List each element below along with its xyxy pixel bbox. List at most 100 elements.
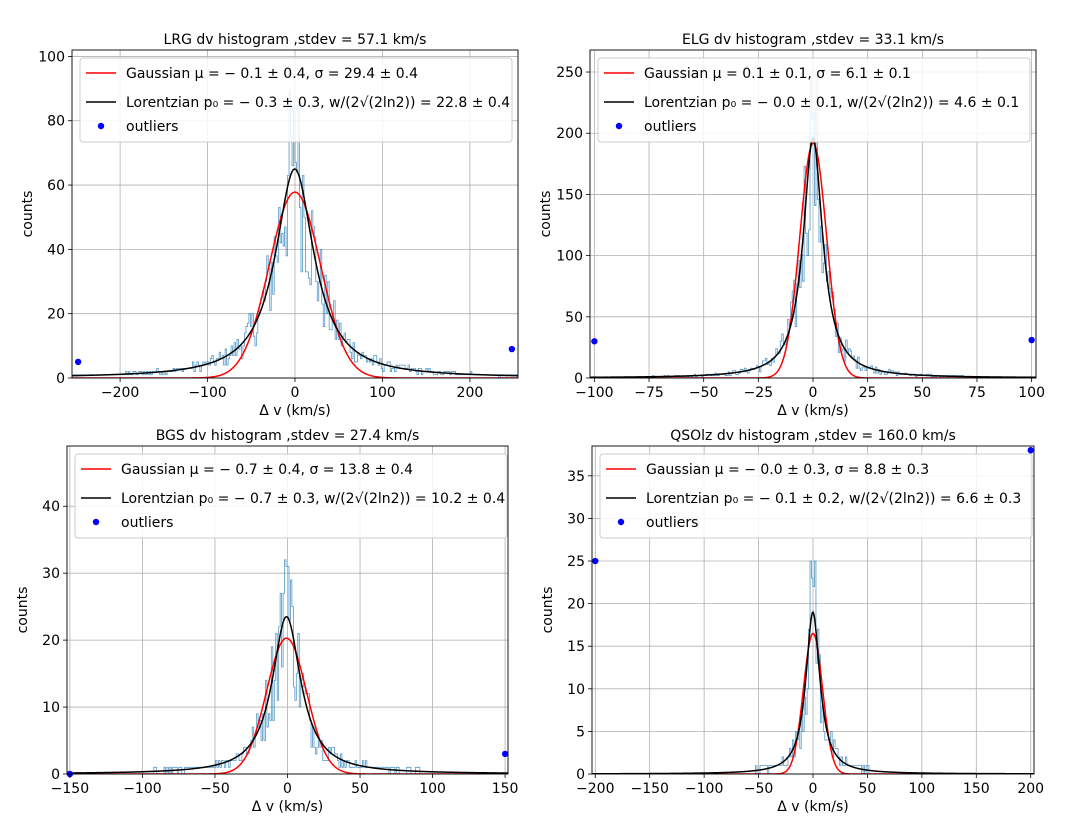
x-tick-label: 50 <box>913 385 931 401</box>
outlier-point <box>1027 447 1034 454</box>
y-axis-label: counts <box>538 191 554 238</box>
legend-entry: outliers <box>644 119 696 135</box>
x-tick-label: 200 <box>1017 781 1044 797</box>
legend-entry: Lorentzian p₀ = − 0.0 ± 0.1, w/(2√(2ln2)… <box>644 95 1019 111</box>
legend-entry: outliers <box>126 119 178 135</box>
legend-box <box>597 57 1031 143</box>
x-tick-label: 100 <box>908 781 935 797</box>
histogram <box>592 560 1034 774</box>
outlier-point <box>591 338 598 345</box>
lorentzian-fit-line <box>67 615 508 774</box>
y-tick-label: 0 <box>51 767 60 783</box>
y-tick-label: 200 <box>556 126 583 142</box>
x-axis-label: Δ v (km/s) <box>777 799 848 815</box>
gaussian-fit-line <box>592 632 1034 774</box>
y-tick-label: 30 <box>567 511 585 527</box>
x-tick-label: 0 <box>809 781 818 797</box>
legend-entry: Lorentzian p₀ = − 0.3 ± 0.3, w/(2√(2ln2)… <box>126 95 510 111</box>
legend-entry: Gaussian μ = − 0.7 ± 0.4, σ = 13.8 ± 0.4 <box>121 462 413 478</box>
x-tick-label: −200 <box>101 385 139 401</box>
y-axis-label: counts <box>540 587 556 634</box>
subplot-4: −200 −150 −100 −50 0 50 100 150 200 0 5 10 15 20 25 30 3… <box>540 428 1044 815</box>
legend: Gaussian μ = − 0.1 ± 0.4, σ = 29.4 ± 0.4… <box>79 57 513 143</box>
x-tick-label: −150 <box>51 781 89 797</box>
legend-entry: Gaussian μ = 0.1 ± 0.1, σ = 6.1 ± 0.1 <box>644 66 911 82</box>
x-tick-label: 75 <box>968 385 986 401</box>
gaussian-fit-line <box>67 637 508 774</box>
x-tick-label: 0 <box>809 385 818 401</box>
y-tick-label: 25 <box>567 554 585 570</box>
legend-entry: outliers <box>121 515 173 531</box>
legend-entry: Lorentzian p₀ = − 0.7 ± 0.3, w/(2√(2ln2)… <box>121 491 505 507</box>
x-tick-label: 0 <box>291 385 300 401</box>
x-tick-label: −50 <box>744 781 774 797</box>
x-tick-label: 50 <box>859 781 877 797</box>
x-tick-label: −200 <box>576 781 614 797</box>
legend-entry: outliers <box>646 515 698 531</box>
y-tick-label: 60 <box>47 178 65 194</box>
legend-entry: Gaussian μ = − 0.1 ± 0.4, σ = 29.4 ± 0.4 <box>126 66 418 82</box>
y-tick-label: 250 <box>556 65 583 81</box>
y-tick-label: 15 <box>567 639 585 655</box>
y-tick-label: 80 <box>47 114 65 130</box>
outlier-point <box>501 750 509 758</box>
legend-marker-swatch <box>615 122 623 130</box>
subplot-2: −100 −75 −50 −25 0 25 50 75 100 0 50 100 150 200 250 EL… <box>538 32 1045 419</box>
gaussian-fit-line <box>590 142 1036 378</box>
chart-title: BGS dv histogram ,stdev = 27.4 km/s <box>156 428 420 444</box>
y-tick-label: 10 <box>567 682 585 698</box>
y-tick-label: 35 <box>567 469 585 485</box>
x-tick-label: −100 <box>188 385 226 401</box>
chart-title: ELG dv histogram ,stdev = 33.1 km/s <box>682 32 944 48</box>
legend-entry: Gaussian μ = − 0.0 ± 0.3, σ = 8.8 ± 0.3 <box>646 462 929 478</box>
x-tick-label: −50 <box>689 385 719 401</box>
x-tick-label: −100 <box>123 781 161 797</box>
x-tick-label: 100 <box>369 385 396 401</box>
y-tick-label: 40 <box>42 499 60 515</box>
y-tick-label: 5 <box>576 724 585 740</box>
outlier-point <box>508 345 516 353</box>
legend: Gaussian μ = − 0.7 ± 0.4, σ = 13.8 ± 0.4… <box>74 453 508 539</box>
x-axis-label: Δ v (km/s) <box>252 799 323 815</box>
legend: Gaussian μ = 0.1 ± 0.1, σ = 6.1 ± 0.1 Lor… <box>597 57 1031 143</box>
y-axis-label: counts <box>15 587 31 634</box>
y-tick-label: 20 <box>47 307 65 323</box>
chart-title: LRG dv histogram ,stdev = 57.1 km/s <box>164 32 427 48</box>
y-tick-label: 0 <box>56 371 65 387</box>
y-tick-label: 20 <box>567 597 585 613</box>
y-tick-label: 50 <box>565 310 583 326</box>
x-tick-label: 0 <box>283 781 292 797</box>
x-axis-label: Δ v (km/s) <box>777 403 848 419</box>
x-tick-label: −75 <box>634 385 664 401</box>
x-tick-label: 150 <box>492 781 519 797</box>
x-tick-label: 25 <box>859 385 877 401</box>
lorentzian-fit-line <box>592 610 1034 774</box>
outlier-point <box>592 557 599 565</box>
x-tick-label: 200 <box>457 385 484 401</box>
legend-entry: Lorentzian p₀ = − 0.1 ± 0.2, w/(2√(2ln2)… <box>646 491 1021 507</box>
outlier-point <box>74 358 82 366</box>
y-tick-label: 100 <box>38 49 65 65</box>
chart-title: QSOlz dv histogram ,stdev = 160.0 km/s <box>670 428 956 444</box>
y-tick-label: 0 <box>576 767 585 783</box>
x-tick-label: 150 <box>963 781 990 797</box>
x-tick-label: 50 <box>351 781 369 797</box>
y-tick-label: 0 <box>574 371 583 387</box>
y-axis-label: counts <box>20 191 36 238</box>
legend-marker-swatch <box>97 122 105 130</box>
legend: Gaussian μ = − 0.0 ± 0.3, σ = 8.8 ± 0.3 L… <box>599 453 1033 539</box>
legend-marker-swatch <box>617 518 625 526</box>
subplot-1: −200 −100 0 100 200 0 20 40 60 80 100 LRG dv histog… <box>20 32 519 419</box>
y-tick-label: 150 <box>556 187 583 203</box>
legend-marker-swatch <box>92 518 100 526</box>
subplot-3: −150 −100 −50 0 50 100 150 0 10 20 30 40 BGS dv hist… <box>15 428 518 815</box>
legend-box <box>74 453 508 539</box>
y-tick-label: 20 <box>42 633 60 649</box>
legend-box <box>599 453 1033 539</box>
plot-area <box>592 560 1034 774</box>
x-tick-label: 100 <box>419 781 446 797</box>
outlier-point <box>1028 336 1035 344</box>
x-tick-label: −150 <box>630 781 668 797</box>
x-tick-label: 100 <box>1018 385 1045 401</box>
